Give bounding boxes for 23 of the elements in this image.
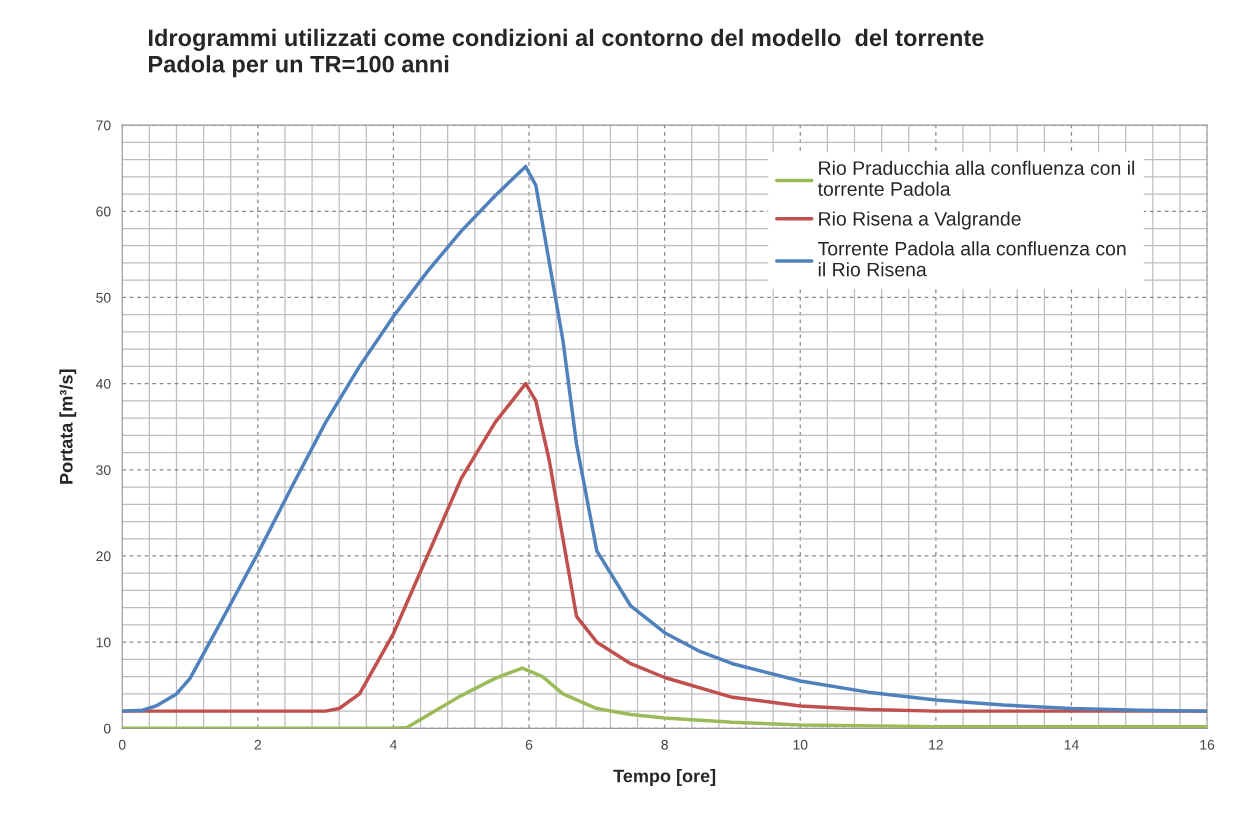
y-tick-label: 20: [96, 551, 111, 562]
y-tick-label: 40: [95, 378, 111, 389]
y-tick-label: 50: [96, 292, 111, 303]
legend-label: Torrente Padola alla confluenza con il Rio Risena: [818, 241, 1126, 277]
x-tick-label: 14: [1064, 739, 1079, 750]
x-tick-label: 4: [389, 739, 397, 750]
x-tick-label: 16: [1200, 739, 1215, 750]
y-tick-label: 70: [96, 120, 111, 131]
x-tick-label: 12: [929, 739, 943, 750]
y-axis-title: Portata [m³/s]: [59, 369, 77, 484]
x-tick-label: 10: [793, 739, 808, 750]
y-tick-label: 0: [103, 723, 111, 734]
x-tick-label: 0: [118, 739, 126, 750]
y-tick-label: 30: [96, 465, 111, 475]
x-tick-label: 8: [661, 739, 668, 750]
chart-title: Idrogrammi utilizzati come condizioni al contorno del modello del torrente Padola per un TR=100 anni: [149, 28, 984, 78]
legend-label: Rio Praducchia alla confluenza con il torrente Padola: [817, 160, 1135, 196]
y-tick-label: 60: [96, 206, 111, 217]
x-tick-label: 2: [254, 739, 261, 750]
y-tick-label: 10: [96, 637, 111, 648]
x-tick-label: 6: [525, 739, 533, 750]
x-axis-title: Tempo [ore]: [613, 769, 716, 786]
legend-label: Rio Risena a Valgrande: [819, 211, 1021, 230]
